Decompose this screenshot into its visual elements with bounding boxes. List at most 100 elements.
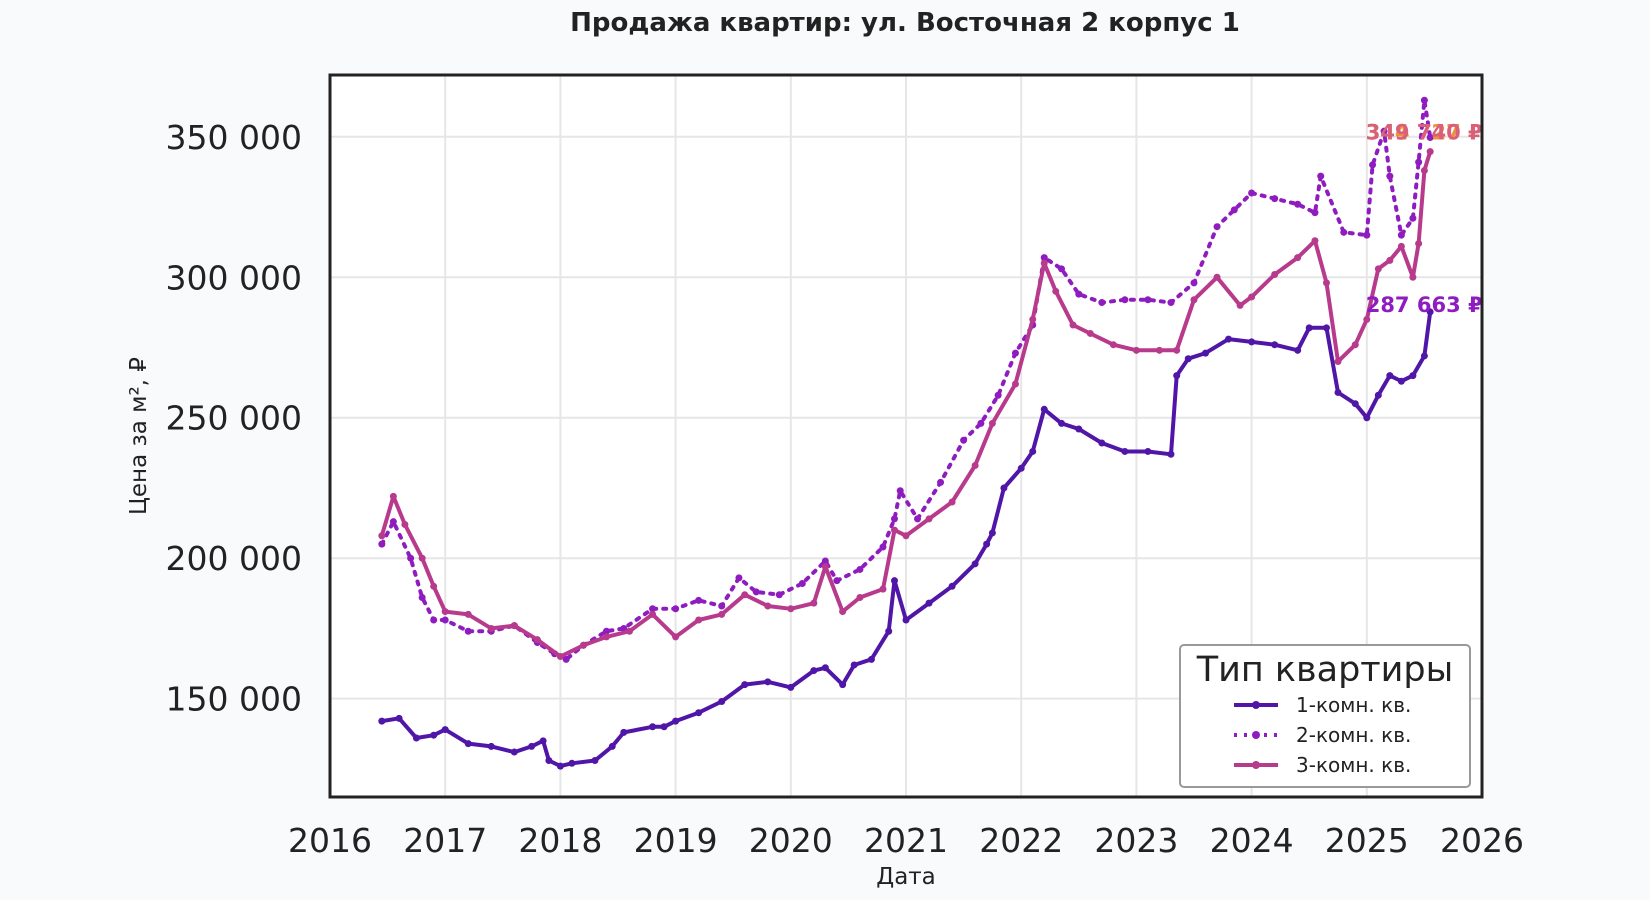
data-point-1	[821, 664, 829, 672]
data-point-3	[1386, 256, 1394, 264]
data-point-1	[902, 616, 910, 624]
data-point-1	[545, 756, 553, 764]
data-point-3	[1052, 287, 1060, 295]
data-point-3	[626, 627, 634, 635]
y-axis: 150 000 200 000 250 000 300 000 350 000	[166, 118, 302, 719]
data-point-2	[1363, 231, 1371, 239]
data-point-1	[1202, 349, 1210, 357]
data-point-3	[1213, 273, 1221, 281]
series-group	[378, 96, 1434, 770]
data-point-3	[649, 610, 657, 618]
data-point-1	[608, 742, 616, 750]
data-point-3	[1190, 296, 1198, 304]
y-tick-label: 200 000	[166, 539, 302, 578]
data-point-2	[1426, 134, 1434, 142]
data-point-3	[879, 585, 887, 593]
data-point-1	[620, 728, 628, 736]
data-point-1	[1374, 391, 1382, 399]
data-point-3	[741, 591, 749, 599]
data-point-3	[1415, 240, 1423, 248]
data-point-1	[1397, 377, 1405, 385]
data-point-3	[1409, 273, 1417, 281]
data-point-1	[1363, 414, 1371, 422]
data-point-2	[1121, 296, 1129, 304]
data-point-1	[695, 709, 703, 717]
data-point-3	[1322, 279, 1330, 287]
data-point-3	[1132, 346, 1140, 354]
data-point-2	[890, 515, 898, 523]
data-point-1	[810, 667, 818, 675]
data-point-3	[418, 554, 426, 562]
data-point-2	[1230, 206, 1238, 214]
data-point-1	[885, 627, 893, 635]
data-point-2	[562, 655, 570, 663]
legend-label-1: 1-комн. кв.	[1296, 693, 1411, 717]
data-point-2	[1397, 231, 1405, 239]
data-point-2	[1271, 195, 1279, 203]
data-point-2	[602, 627, 610, 635]
data-point-1	[1144, 447, 1152, 455]
legend-label-2: 2-комн. кв.	[1296, 723, 1411, 747]
data-point-3	[1311, 237, 1319, 245]
data-point-2	[960, 436, 968, 444]
data-point-1	[378, 717, 386, 725]
x-tick-label: 2017	[403, 821, 487, 860]
data-point-1	[1029, 447, 1037, 455]
data-point-3	[810, 599, 818, 607]
x-tick-label: 2025	[1325, 821, 1409, 860]
data-point-1	[741, 681, 749, 689]
data-point-2	[418, 594, 426, 602]
data-point-2	[1420, 96, 1428, 104]
data-point-1	[890, 577, 898, 585]
legend-marker-3	[1252, 761, 1260, 769]
data-point-1	[430, 731, 438, 739]
data-point-3	[556, 653, 564, 661]
data-point-1	[1386, 372, 1394, 380]
data-point-2	[378, 540, 386, 548]
x-tick-label: 2022	[979, 821, 1063, 860]
data-point-3	[1397, 242, 1405, 250]
data-point-2	[389, 518, 397, 526]
data-point-2	[1294, 200, 1302, 208]
data-point-2	[1213, 223, 1221, 231]
data-point-2	[430, 616, 438, 624]
data-point-1	[971, 560, 979, 568]
data-point-1	[556, 762, 564, 770]
data-point-2	[718, 602, 726, 610]
data-point-1	[787, 683, 795, 691]
x-tick-label: 2020	[749, 821, 833, 860]
data-point-1	[1305, 324, 1313, 332]
data-point-3	[948, 498, 956, 506]
data-point-1	[510, 748, 518, 756]
legend-items: 1-комн. кв. 2-комн. кв. 3-комн. кв.	[1234, 693, 1411, 777]
data-point-2	[649, 605, 657, 613]
data-point-2	[1190, 279, 1198, 287]
data-point-1	[1271, 341, 1279, 349]
data-point-1	[660, 723, 668, 731]
data-point-1	[441, 726, 449, 734]
data-point-2	[914, 515, 922, 523]
data-point-2	[879, 543, 887, 551]
data-point-3	[764, 602, 772, 610]
data-point-1	[1426, 308, 1434, 316]
series-line-3	[379, 149, 1433, 659]
data-point-2	[798, 579, 806, 587]
y-tick-label: 150 000	[166, 680, 302, 719]
data-point-3	[718, 610, 726, 618]
data-point-2	[1386, 172, 1394, 180]
data-point-1	[1000, 484, 1008, 492]
data-point-3	[890, 526, 898, 534]
data-point-2	[407, 554, 415, 562]
data-point-2	[994, 391, 1002, 399]
data-point-3	[1351, 341, 1359, 349]
data-point-1	[867, 655, 875, 663]
data-point-1	[672, 717, 680, 725]
data-point-3	[441, 608, 449, 616]
data-point-1	[1420, 352, 1428, 360]
data-point-3	[1294, 254, 1302, 262]
data-point-2	[856, 565, 864, 573]
data-point-3	[401, 520, 409, 528]
data-point-2	[896, 487, 904, 495]
data-point-1	[539, 737, 547, 745]
data-point-2	[1058, 265, 1066, 273]
